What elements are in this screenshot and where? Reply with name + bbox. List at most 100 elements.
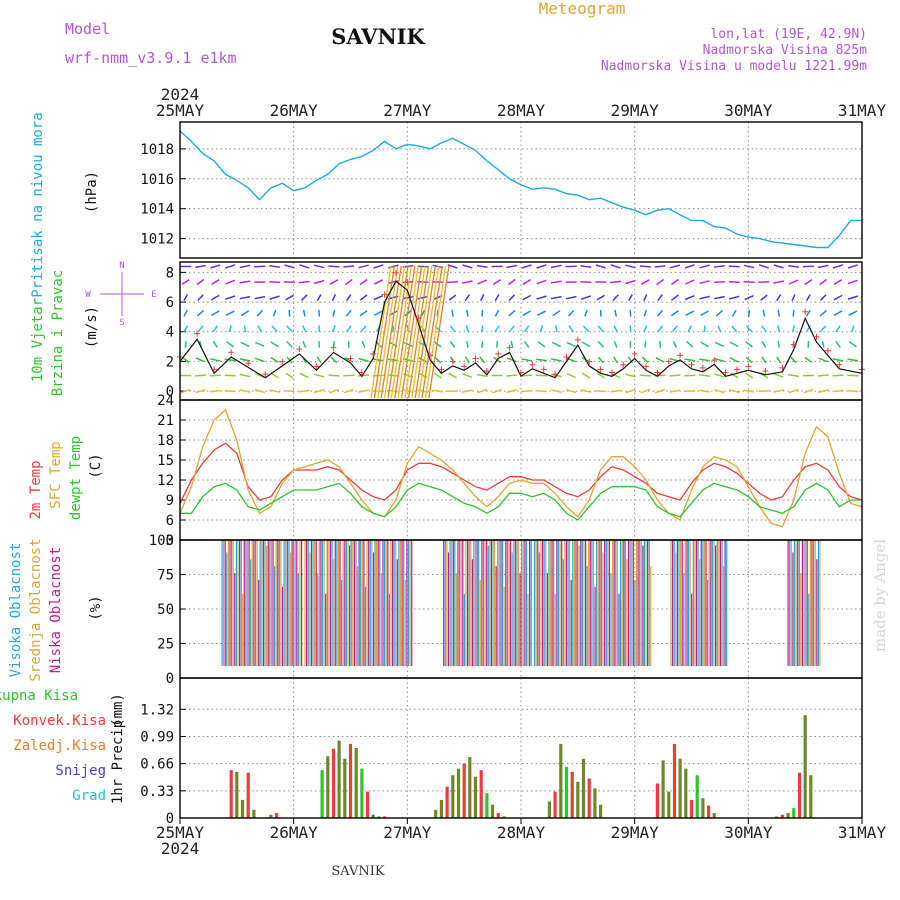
wind-gust-mark	[211, 366, 218, 373]
wind-gust-mark	[586, 358, 593, 365]
wind-arrow	[462, 389, 473, 393]
wind-arrow	[714, 373, 725, 378]
wind-arrow	[788, 264, 800, 269]
y-tick-label: 0.33	[140, 784, 174, 800]
wind-arrow	[580, 280, 592, 284]
wind-arrow	[699, 295, 710, 300]
cloud-ylabel-mid: Srednja Oblacnost	[28, 538, 44, 681]
precip-ylabel: 1hr Precip	[110, 720, 126, 804]
wind-arrow	[743, 280, 755, 284]
wind-arrow	[465, 325, 470, 333]
wind-arrow	[536, 358, 547, 362]
model-elevation-label: Nadmorska Visina u modelu 1221.99m	[601, 59, 867, 74]
wind-arrow	[550, 358, 562, 362]
wind-arrow	[510, 340, 514, 348]
y-tick-label: 75	[157, 568, 174, 584]
wind-arrow	[773, 280, 785, 284]
wind-arrow	[817, 389, 829, 394]
precip-bar	[337, 740, 341, 818]
wind-arrow	[833, 294, 843, 301]
wind-arrow	[407, 265, 430, 399]
precip-bar	[456, 768, 461, 818]
wind-arrow	[596, 294, 606, 301]
wind-arrow	[286, 340, 293, 348]
x-tick-label-top: 28MAY	[497, 101, 546, 120]
wind-gust-mark	[438, 366, 445, 373]
wind-arrow	[536, 264, 547, 269]
wind-arrow	[792, 309, 795, 317]
wind-arrow	[496, 341, 499, 348]
wind-arrow	[269, 280, 281, 284]
wind-arrow	[792, 325, 796, 333]
wind-arrow	[254, 295, 266, 300]
wind-arrow	[684, 295, 695, 301]
wind-arrow	[803, 388, 814, 394]
wind-arrow	[183, 294, 189, 302]
precip-bar	[661, 760, 665, 818]
wind-arrow	[597, 325, 604, 333]
precip-bar	[326, 756, 330, 818]
wind-arrow	[565, 295, 577, 300]
wind-arrow	[536, 295, 547, 300]
wind-arrow	[804, 278, 813, 286]
wind-arrow	[271, 325, 278, 333]
wind-arrow	[522, 310, 532, 317]
wind-arrow	[597, 340, 605, 348]
temp-ylabel-dewpt: dewpt Temp	[68, 436, 84, 520]
wind-arrow	[597, 356, 604, 364]
wind-arrow	[298, 389, 310, 393]
product-title: Meteogram	[539, 0, 626, 18]
wind-arrow	[687, 325, 693, 333]
wind-arrow	[777, 309, 781, 317]
wind-arrow	[550, 295, 562, 300]
y-tick-label: 2	[166, 354, 174, 370]
wind-gust-mark	[762, 367, 769, 374]
wind-arrow	[777, 340, 781, 348]
wind-arrow	[729, 295, 740, 300]
precip-bar	[246, 772, 250, 818]
wind-arrow	[477, 279, 487, 285]
wind-gust-mark	[262, 371, 269, 378]
wind-arrow	[358, 374, 370, 377]
wind-arrow	[418, 357, 428, 363]
wind-arrow	[225, 310, 235, 316]
wind-arrow	[195, 264, 206, 269]
precip-bar	[672, 743, 677, 818]
wind-arrow	[699, 264, 710, 269]
x-tick-label-bottom: 25MAY	[156, 823, 205, 842]
temp-ylabel-sfc: SFC Temp	[48, 441, 64, 508]
wind-arrow	[254, 357, 265, 363]
y-tick-label: 6	[166, 295, 174, 311]
precip-bar	[792, 808, 796, 818]
x-tick-label-top: 30MAY	[724, 101, 773, 120]
wind-arrow	[804, 356, 813, 364]
wind-arrow	[331, 294, 337, 302]
y-tick-label: 0	[166, 671, 174, 687]
y-tick-label: 21	[157, 413, 174, 429]
wind-arrow	[584, 309, 588, 317]
precip-bar	[269, 814, 273, 818]
wind-arrow	[773, 373, 784, 378]
precip-bar	[473, 776, 478, 818]
wind-arrow	[402, 388, 414, 394]
wind-arrow	[328, 374, 340, 377]
wind-arrow	[286, 325, 293, 333]
wind-arrow	[714, 295, 725, 300]
wind-arrow	[328, 265, 340, 268]
y-tick-label: 1.32	[140, 702, 174, 718]
wind-arrow	[243, 325, 247, 333]
wind-arrow	[183, 325, 189, 333]
precip-bar	[712, 813, 716, 818]
wind-gust-mark	[506, 344, 513, 351]
wind-arrow	[835, 340, 841, 348]
wind-arrow	[671, 325, 678, 333]
wind-arrow	[211, 310, 220, 317]
wind-arrow	[566, 372, 576, 379]
wind-arrow	[209, 374, 221, 377]
wind-arrow	[270, 372, 279, 379]
x-tick-label-bottom: 27MAY	[383, 823, 432, 842]
wind-arrow	[316, 294, 322, 302]
wind-arrow	[833, 310, 843, 317]
wind-arrow	[643, 309, 648, 317]
y-tick-label: 1018	[140, 142, 174, 158]
